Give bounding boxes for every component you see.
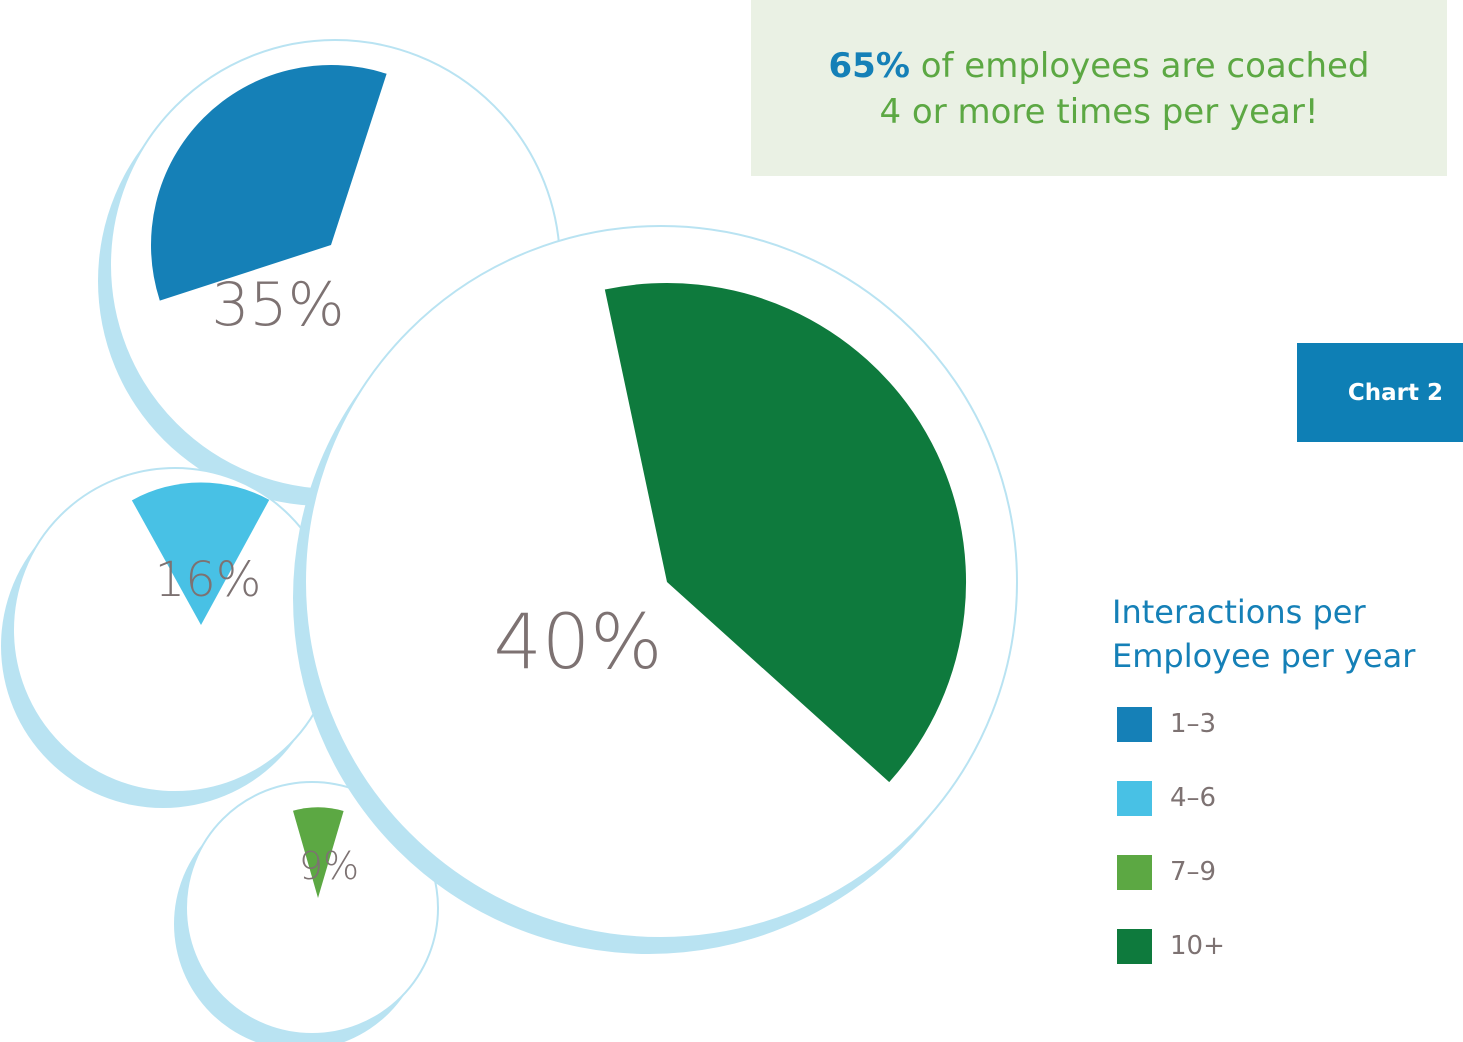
callout-line-1: 65% of employees are coached [751,43,1447,89]
legend-swatch [1117,706,1152,742]
legend-label: 1–3 [1170,709,1217,739]
callout-box: 65% of employees are coached 4 or more t… [751,0,1447,176]
legend-swatch [1117,928,1152,964]
legend-swatch [1117,854,1152,890]
legend-title: Interactions per Employee per year [1112,590,1462,678]
pie-wedge-4–6 [131,482,270,625]
legend-item: 7–9 [1117,854,1217,890]
chart-tab: Chart 2 [1297,343,1463,442]
data-label: 40% [494,597,663,686]
data-label: 9% [299,844,359,888]
bubble-circle [185,781,439,1035]
pie-wedge-7–9 [292,807,344,898]
legend-item: 10+ [1117,928,1225,964]
legend-label: 7–9 [1170,857,1217,887]
callout-highlight: 65% [828,46,910,86]
callout-line-1-text: of employees are coached [909,46,1370,86]
pie-wedge-10+ [604,282,967,783]
data-label: 16% [155,552,262,608]
chart-tab-label: Chart 2 [1347,379,1443,406]
legend-label: 4–6 [1170,783,1217,813]
bubble-3: 9% [174,781,439,1042]
legend-title-line-1: Interactions per [1112,593,1366,631]
data-label: 35% [211,270,344,340]
pie-wedge-1–3 [151,65,387,301]
legend-label: 10+ [1170,931,1225,961]
callout-line-2: 4 or more times per year! [879,92,1319,132]
bubble-2: 16% [1,467,338,808]
legend-item: 4–6 [1117,780,1217,816]
bubble-4: 40% [293,225,1018,954]
legend-swatch [1117,780,1152,816]
legend-item: 1–3 [1117,706,1217,742]
legend-title-line-2: Employee per year [1112,637,1416,675]
